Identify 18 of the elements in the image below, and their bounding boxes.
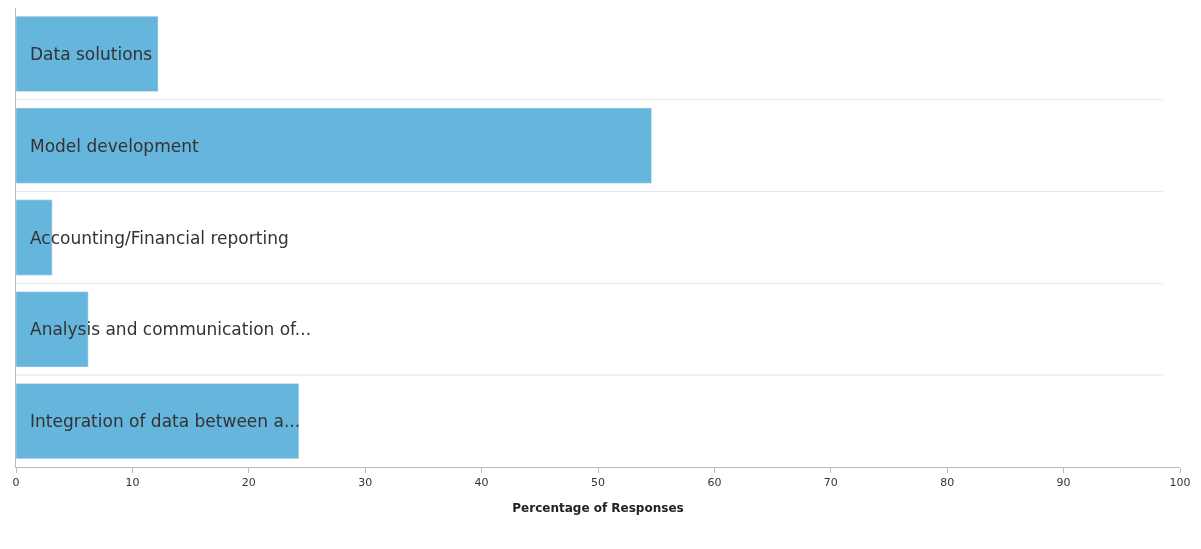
x-tick-label: 0: [12, 476, 20, 490]
x-tick-label: 10: [125, 476, 140, 490]
x-tick-label: 90: [1056, 476, 1071, 490]
bar: [16, 107, 652, 184]
x-tick-label: 70: [823, 476, 838, 490]
x-tick-label: 50: [591, 476, 605, 490]
x-tick-label: 60: [707, 476, 722, 490]
y-tick-label: Model development: [30, 136, 199, 156]
bar: [16, 383, 300, 459]
x-tick-label: 40: [474, 476, 489, 490]
y-tick-label: Data solutions: [30, 44, 153, 64]
x-tick-label: 100: [1169, 476, 1191, 490]
x-tick-label: 20: [241, 476, 256, 490]
x-tick-label: 30: [358, 476, 373, 490]
y-tick-label: Integration of data between a...: [30, 411, 301, 431]
bar: [16, 16, 159, 92]
x-tick-label: 80: [940, 476, 955, 490]
x-axis-title: Percentage of Responses: [512, 501, 684, 516]
